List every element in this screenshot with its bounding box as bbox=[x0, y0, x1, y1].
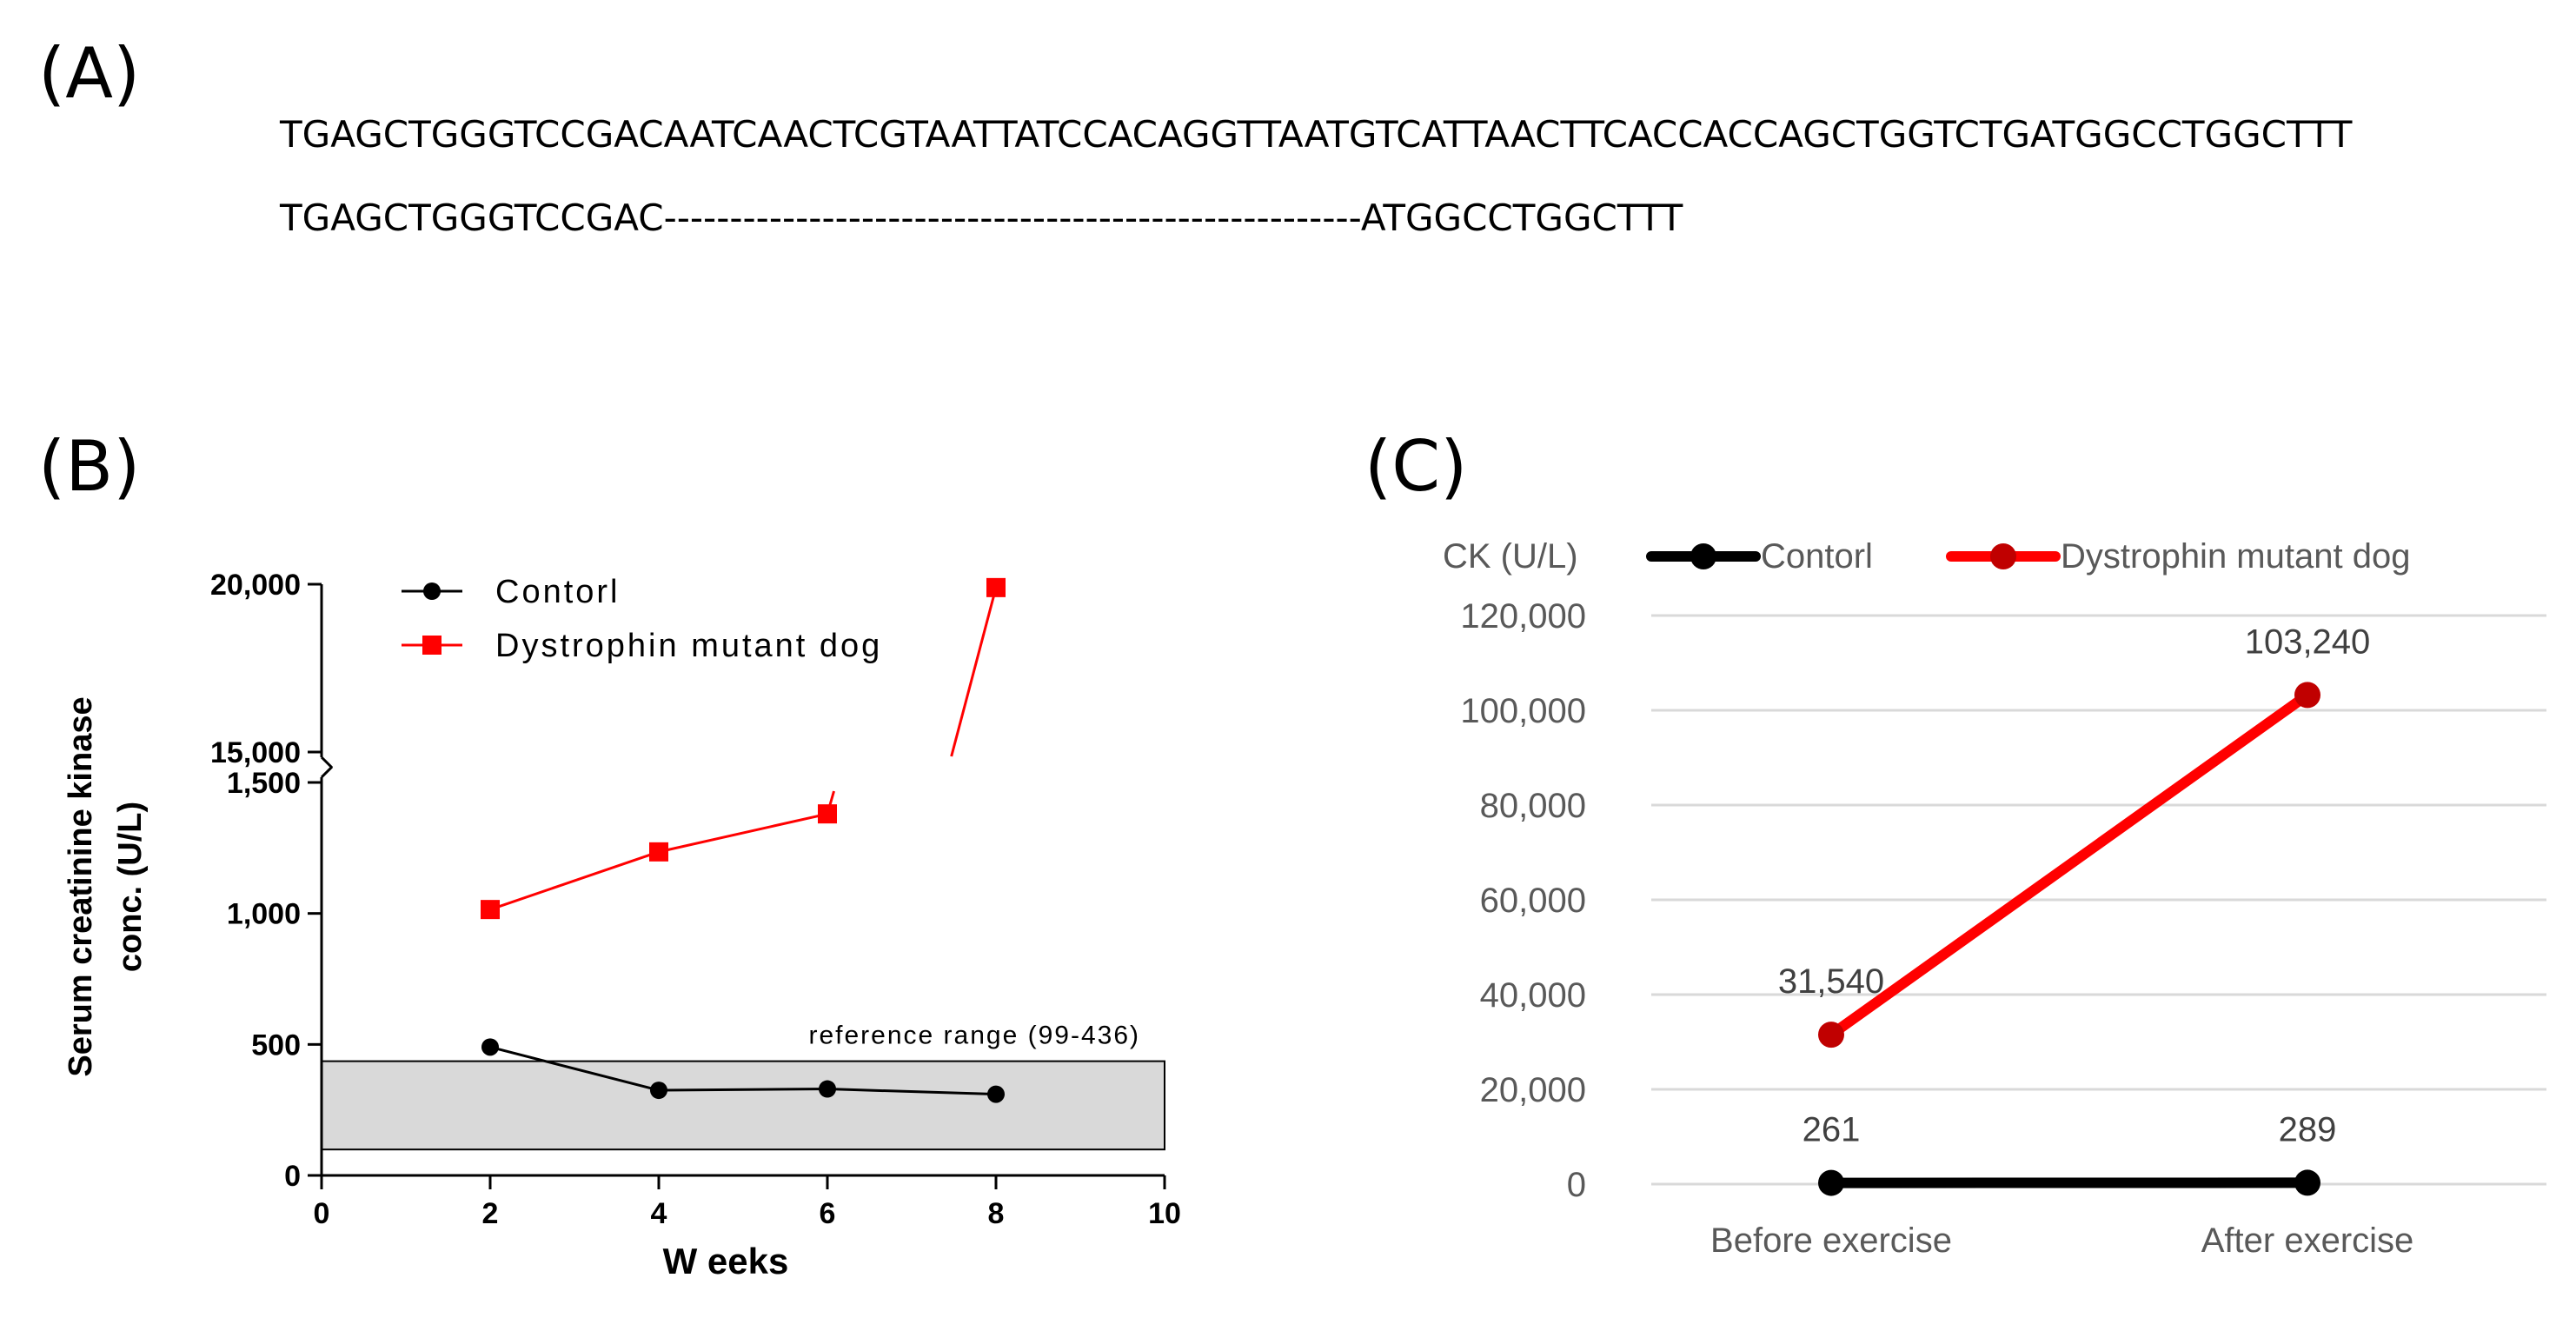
series-line bbox=[1826, 689, 2313, 1041]
y-tick-label: 500 bbox=[251, 1028, 301, 1062]
y-tick-label: 1,000 bbox=[227, 898, 301, 931]
axis-break-mark bbox=[320, 756, 334, 769]
y-axis-label: Serum creatinine kinase bbox=[63, 696, 99, 1076]
x-tick-label: 4 bbox=[651, 1197, 667, 1230]
x-tick-label: 10 bbox=[1148, 1197, 1181, 1230]
legend-marker bbox=[423, 582, 441, 600]
reference-band bbox=[321, 1060, 1165, 1151]
legend-marker bbox=[1690, 543, 1716, 569]
y-tick-label: 0 bbox=[1567, 1166, 1586, 1204]
series-line-segment bbox=[489, 850, 660, 911]
legend-marker bbox=[422, 636, 442, 655]
series-point bbox=[2294, 1169, 2320, 1196]
series-point bbox=[1818, 1022, 1844, 1048]
chart-b: reference range (99-436) 0 2 4 6 8 10 0 500 1,000… bbox=[63, 569, 1181, 1281]
x-tick-label: 8 bbox=[988, 1197, 1005, 1230]
series-point bbox=[481, 900, 500, 920]
y-unit-label: CK (U/L) bbox=[1443, 537, 1578, 576]
series-point bbox=[986, 577, 1006, 597]
x-axis-label: W eeks bbox=[663, 1241, 789, 1281]
y-tick-label: 40,000 bbox=[1480, 976, 1586, 1015]
x-tick-label: 2 bbox=[482, 1197, 499, 1230]
series-point bbox=[481, 1038, 499, 1056]
series-line-segment bbox=[950, 587, 998, 757]
series-point bbox=[818, 804, 837, 824]
series-point bbox=[650, 1082, 667, 1100]
y-tick-label: 15,000 bbox=[210, 736, 301, 769]
data-label: 103,240 bbox=[2245, 622, 2371, 661]
x-tick-label: 6 bbox=[820, 1197, 836, 1230]
axis-break-mark bbox=[320, 765, 334, 779]
mutant-sequence: TGAGCTGGGTCCGAC-------------------------… bbox=[280, 196, 1683, 239]
series-point bbox=[1818, 1169, 1844, 1196]
y-tick-label: 60,000 bbox=[1480, 882, 1586, 920]
data-label: 289 bbox=[2279, 1110, 2337, 1148]
panel-b-label: (B) bbox=[38, 426, 141, 507]
reference-band-label: reference range (99-436) bbox=[808, 1022, 1140, 1050]
series-point bbox=[649, 842, 668, 862]
y-tick-label: 0 bbox=[284, 1160, 301, 1193]
series-line-segment bbox=[658, 1088, 828, 1092]
y-tick-label: 120,000 bbox=[1460, 597, 1586, 636]
legend-label: Contorl bbox=[1761, 537, 1873, 576]
series-line-segment bbox=[489, 1045, 660, 1092]
series-point bbox=[2294, 682, 2320, 709]
data-label: 31,540 bbox=[1778, 962, 1884, 1001]
series-line-segment bbox=[658, 812, 828, 854]
y-tick-label: 80,000 bbox=[1480, 787, 1586, 825]
y-tick-label: 100,000 bbox=[1460, 692, 1586, 730]
x-category-label: After exercise bbox=[2201, 1221, 2414, 1260]
series-point bbox=[819, 1080, 836, 1098]
legend-label: Dystrophin mutant dog bbox=[2061, 537, 2410, 576]
series-point bbox=[987, 1085, 1005, 1103]
panel-c-label: (C) bbox=[1364, 426, 1468, 507]
data-label: 261 bbox=[1803, 1111, 1861, 1149]
x-tick-label: 0 bbox=[314, 1197, 330, 1230]
y-tick-label: 20,000 bbox=[210, 569, 301, 602]
legend-label: Dystrophin mutant dog bbox=[495, 628, 882, 664]
legend-marker bbox=[1990, 543, 2016, 569]
y-tick-label: 1,500 bbox=[227, 767, 301, 800]
legend-label: Contorl bbox=[495, 574, 621, 610]
wild-type-sequence: TGAGCTGGGTCCGACAATCAACTCGTAATTATCCACAGGT… bbox=[280, 113, 2353, 156]
x-category-label: Before exercise bbox=[1710, 1221, 1952, 1260]
series-line-segment bbox=[827, 1088, 997, 1096]
y-tick-label: 20,000 bbox=[1480, 1071, 1586, 1109]
panel-a-label: (A) bbox=[38, 33, 141, 114]
y-axis-label: conc. (U/L) bbox=[112, 802, 149, 972]
